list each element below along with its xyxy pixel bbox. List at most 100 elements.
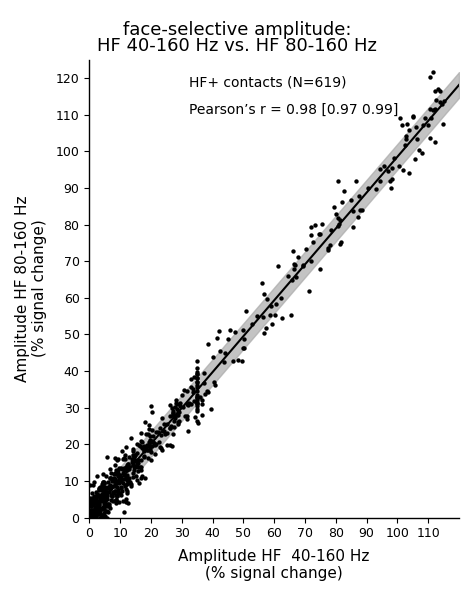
Point (124, 476, 131, 485)
Point (125, 498, 132, 507)
Point (160, 420, 168, 429)
Point (87, 510, 95, 520)
Point (410, 111, 417, 120)
Point (193, 393, 201, 403)
Point (86, 520, 94, 530)
Point (193, 398, 201, 408)
Point (111, 460, 119, 470)
Point (114, 465, 121, 474)
Point (93, 498, 100, 508)
Point (103, 500, 110, 510)
Point (92, 511, 100, 521)
Point (216, 346, 223, 356)
Point (193, 378, 201, 387)
Point (136, 462, 144, 471)
Point (194, 418, 201, 428)
Point (118, 446, 126, 455)
Point (97, 494, 105, 504)
Point (89, 510, 96, 519)
Point (173, 410, 181, 420)
Point (410, 113, 417, 122)
Point (92, 497, 100, 507)
Point (87, 514, 94, 524)
Point (131, 455, 138, 465)
Point (264, 294, 271, 304)
Point (149, 432, 157, 441)
Point (90, 516, 97, 525)
Point (133, 459, 141, 468)
Point (87, 497, 95, 507)
Point (89, 515, 97, 524)
Point (98, 505, 105, 514)
Point (91, 502, 99, 512)
Point (267, 302, 274, 311)
Point (158, 414, 165, 423)
Point (122, 450, 129, 460)
Point (138, 443, 146, 453)
Point (169, 408, 177, 418)
Point (426, 104, 434, 113)
Point (196, 393, 204, 402)
Point (105, 482, 112, 492)
Point (87, 505, 94, 515)
Point (403, 120, 411, 129)
Point (258, 278, 266, 287)
Point (159, 426, 167, 436)
Point (198, 410, 206, 420)
Point (335, 213, 342, 223)
Point (96, 492, 104, 502)
Point (172, 414, 179, 423)
Point (114, 468, 122, 477)
Point (90, 520, 97, 530)
Point (412, 122, 420, 131)
Point (100, 487, 108, 496)
Point (307, 230, 314, 240)
Point (106, 464, 114, 473)
Point (95, 499, 102, 509)
Point (91, 498, 98, 507)
Point (152, 427, 160, 437)
Point (193, 370, 201, 379)
Point (102, 493, 110, 503)
Point (123, 465, 131, 475)
Point (88, 517, 95, 526)
Point (88, 499, 96, 509)
Point (155, 437, 163, 446)
Point (88, 499, 95, 509)
Point (193, 373, 201, 383)
Point (419, 120, 427, 130)
Point (113, 476, 120, 486)
Point (89, 520, 96, 530)
Point (144, 430, 152, 439)
Point (146, 445, 154, 455)
Point (148, 441, 155, 451)
Point (96, 494, 103, 504)
Point (103, 499, 110, 509)
Point (337, 239, 344, 249)
Point (193, 377, 201, 386)
Point (91, 520, 99, 530)
Point (137, 474, 145, 483)
Point (90, 520, 98, 530)
Point (127, 481, 134, 491)
Point (100, 477, 107, 487)
Point (136, 440, 143, 450)
Point (115, 497, 122, 507)
Point (170, 423, 178, 432)
Point (191, 412, 199, 422)
Point (181, 412, 189, 421)
Point (210, 352, 217, 362)
Point (229, 356, 237, 366)
Point (87, 511, 94, 521)
Point (112, 495, 119, 505)
Point (88, 514, 96, 524)
Text: Pearson’s r = 0.98 [0.97 0.99]: Pearson’s r = 0.98 [0.97 0.99] (189, 103, 399, 117)
Point (98, 516, 106, 526)
Point (91, 513, 99, 523)
Point (101, 483, 109, 492)
Point (242, 306, 249, 316)
Point (102, 492, 110, 501)
Point (87, 509, 95, 519)
Point (98, 520, 105, 530)
Point (131, 450, 138, 460)
